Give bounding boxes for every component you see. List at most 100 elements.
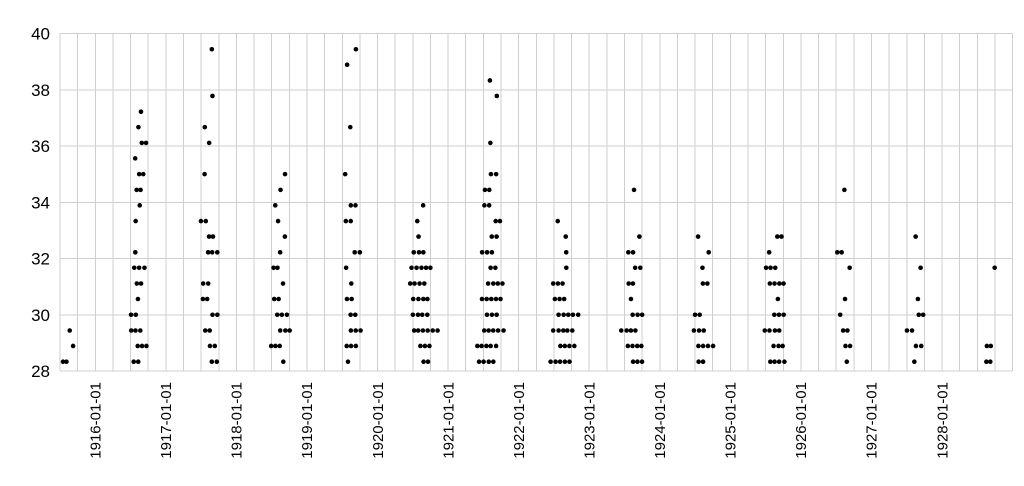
data-point xyxy=(626,250,631,255)
data-point xyxy=(416,296,421,302)
data-point xyxy=(214,359,220,365)
data-point xyxy=(988,343,994,349)
data-point xyxy=(984,359,989,365)
data-point xyxy=(775,234,780,239)
data-point xyxy=(135,343,141,349)
data-point xyxy=(557,359,563,365)
data-point xyxy=(353,46,359,52)
data-point xyxy=(409,265,414,271)
data-point xyxy=(842,187,847,193)
data-point xyxy=(635,359,640,365)
data-point xyxy=(628,296,634,302)
data-point xyxy=(555,281,561,286)
data-point xyxy=(139,140,145,146)
data-point xyxy=(493,265,498,271)
data-point xyxy=(128,328,134,333)
data-point xyxy=(70,343,76,349)
data-point xyxy=(476,359,482,365)
x-tick-label: 1920-01-01 xyxy=(370,382,387,459)
data-point xyxy=(412,281,417,286)
data-point xyxy=(630,250,636,255)
data-point xyxy=(920,312,926,318)
data-point xyxy=(342,171,348,177)
data-point xyxy=(639,359,645,365)
data-point xyxy=(135,359,141,365)
data-point xyxy=(142,265,147,271)
data-point xyxy=(634,343,640,349)
data-point xyxy=(203,218,209,224)
data-point xyxy=(772,265,778,271)
x-axis: 1916-01-01 1917-01-01 1918-01-01 1919-01-01… xyxy=(88,382,952,459)
data-point xyxy=(479,250,485,255)
x-tick-label: 1927-01-01 xyxy=(864,382,881,459)
data-point xyxy=(416,250,422,255)
data-point xyxy=(420,328,426,333)
data-point xyxy=(67,328,72,333)
data-point xyxy=(435,328,440,333)
data-point xyxy=(421,359,426,365)
data-point xyxy=(207,343,213,349)
data-point xyxy=(562,343,568,349)
data-point xyxy=(497,218,503,224)
data-point xyxy=(417,281,422,286)
x-tick-label: 1925-01-01 xyxy=(723,382,740,459)
data-point xyxy=(482,203,487,208)
x-tick-label: 1926-01-01 xyxy=(793,382,810,459)
data-point xyxy=(425,296,430,302)
data-point xyxy=(637,234,642,239)
data-point xyxy=(489,250,495,255)
data-point xyxy=(776,312,782,318)
data-point xyxy=(501,328,506,333)
x-tick-label: 1928-01-01 xyxy=(934,382,951,459)
data-point xyxy=(136,124,141,130)
data-point xyxy=(134,281,140,286)
data-point xyxy=(475,343,480,349)
data-point xyxy=(776,343,781,349)
data-point xyxy=(782,359,787,365)
data-point xyxy=(563,234,569,239)
data-point xyxy=(706,250,712,255)
data-point xyxy=(692,312,698,318)
data-point xyxy=(133,218,138,224)
data-point xyxy=(481,328,487,333)
y-tick-label: 34 xyxy=(31,193,50,212)
data-point xyxy=(128,312,134,318)
data-point xyxy=(553,359,558,365)
data-point xyxy=(564,265,569,271)
data-point xyxy=(204,296,210,302)
data-point xyxy=(701,328,707,333)
data-point xyxy=(271,296,277,302)
data-point xyxy=(493,296,499,302)
data-point xyxy=(348,203,354,208)
data-point xyxy=(548,359,553,365)
data-point xyxy=(284,312,290,318)
data-point xyxy=(550,281,556,286)
data-point xyxy=(779,234,784,239)
data-point xyxy=(345,359,351,365)
data-point xyxy=(563,250,569,255)
data-point xyxy=(133,312,139,318)
data-point xyxy=(419,265,424,271)
data-point xyxy=(348,218,354,224)
data-point xyxy=(912,359,917,365)
data-point xyxy=(572,343,577,349)
data-point xyxy=(904,328,910,333)
data-point xyxy=(984,343,990,349)
data-point xyxy=(696,343,701,349)
data-point xyxy=(347,124,353,130)
data-point xyxy=(776,328,782,333)
data-point xyxy=(696,328,702,333)
data-point xyxy=(422,343,428,349)
data-point xyxy=(278,187,283,193)
data-point xyxy=(570,312,576,318)
data-point xyxy=(625,343,631,349)
data-point xyxy=(210,93,215,99)
data-point xyxy=(494,93,500,99)
data-point xyxy=(771,343,776,349)
y-tick-label: 40 xyxy=(31,25,50,44)
data-point xyxy=(131,265,137,271)
data-point xyxy=(275,265,280,271)
data-point xyxy=(567,343,572,349)
data-point xyxy=(277,250,283,255)
